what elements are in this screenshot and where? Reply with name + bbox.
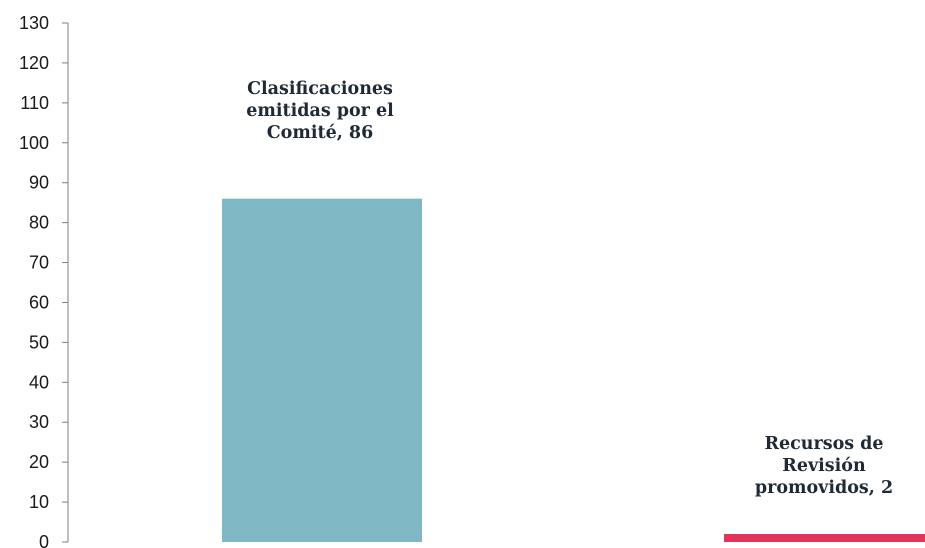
y-tick-label: 110 [20, 93, 49, 113]
y-axis: 0 10 20 30 40 50 60 70 80 90 100 110 120 130 [19, 13, 69, 548]
data-label-line: Clasificaciones [247, 79, 393, 99]
y-tick-label: 90 [29, 173, 49, 193]
data-label-line: emitidas por el [246, 101, 394, 121]
data-label-line: Comité, 86 [267, 123, 374, 143]
data-label-line: Revisión [782, 456, 866, 476]
y-tick-label: 120 [19, 53, 49, 73]
y-tick-label: 0 [39, 532, 49, 548]
bars [222, 198, 925, 542]
data-label-line: promovidos, 2 [755, 478, 893, 498]
y-tick-label: 130 [19, 13, 49, 33]
y-tick-label: 60 [29, 292, 49, 312]
y-tick-label: 40 [29, 372, 49, 392]
bar-1 [222, 198, 422, 542]
data-label-line: Recursos de [764, 434, 883, 454]
y-tick-label: 80 [29, 213, 49, 233]
y-tick-label: 20 [29, 452, 49, 472]
y-tick-label: 100 [19, 133, 49, 153]
y-tick-label: 50 [29, 332, 49, 352]
y-tick-label: 70 [29, 253, 49, 273]
y-tick-label: 30 [29, 412, 49, 432]
y-tick-label: 10 [29, 492, 49, 512]
bar-2 [724, 534, 925, 542]
